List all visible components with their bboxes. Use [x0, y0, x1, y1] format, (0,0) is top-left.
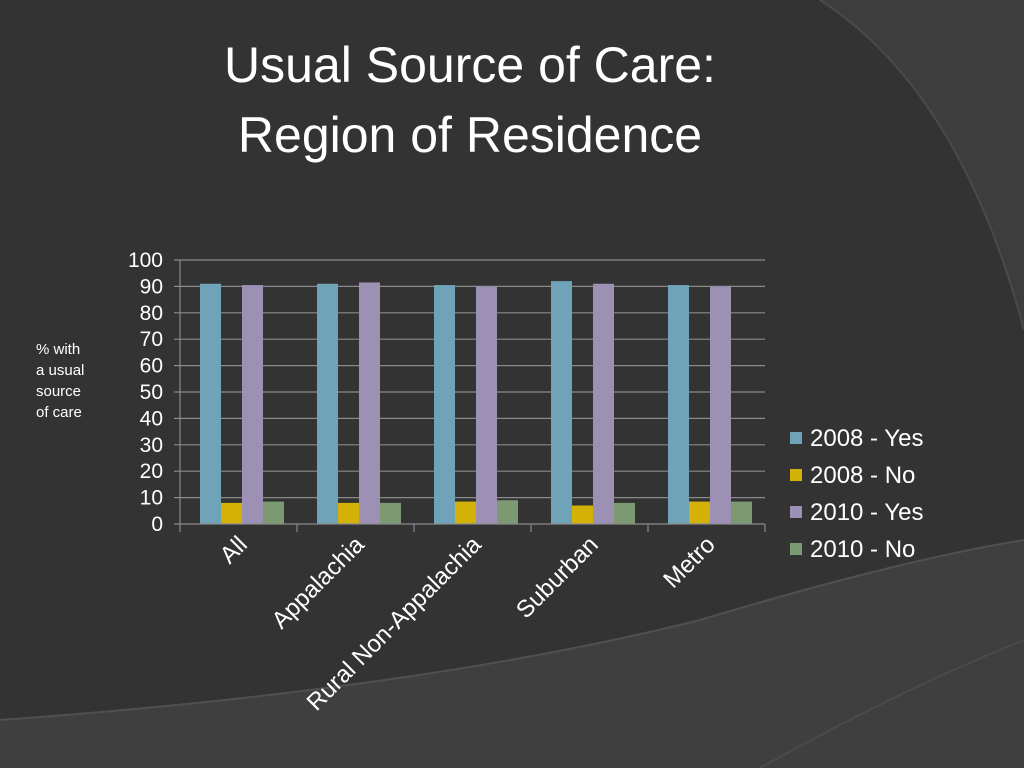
- y-tick-label: 60: [140, 355, 163, 378]
- bar-2008-yes: [551, 281, 572, 524]
- bar-2008-yes: [668, 285, 689, 524]
- y-tick-label: 100: [128, 249, 163, 272]
- bar-2008-yes: [317, 283, 338, 524]
- chart-legend: 2008 - Yes 2008 - No 2010 - Yes 2010 - No: [790, 420, 990, 568]
- bar-2010-yes: [476, 286, 497, 524]
- bar-2008-no: [455, 501, 476, 524]
- x-tick-label: All: [215, 531, 253, 569]
- x-tick-label: Suburban: [511, 531, 604, 624]
- y-tick-label: 80: [140, 302, 163, 325]
- bar-2008-no: [689, 501, 710, 524]
- legend-item: 2008 - No: [790, 457, 990, 494]
- title-line-2: Region of Residence: [237, 107, 703, 163]
- bar-2010-no: [263, 501, 284, 524]
- bar-2010-no: [614, 502, 635, 524]
- y-tick-label: 40: [140, 407, 163, 430]
- y-tick-label: 90: [140, 275, 163, 298]
- legend-swatch: [790, 506, 802, 518]
- y-axis-label: % with a usual source of care: [36, 341, 85, 421]
- bar-2008-yes: [434, 285, 455, 524]
- title-line-1: Usual Source of Care:: [224, 37, 716, 93]
- legend-swatch: [790, 543, 802, 555]
- legend-swatch: [790, 432, 802, 444]
- bar-2010-yes: [593, 283, 614, 524]
- legend-label: 2008 - Yes: [810, 425, 924, 452]
- legend-item: 2010 - Yes: [790, 494, 990, 531]
- legend-item: 2010 - No: [790, 531, 990, 568]
- bar-2010-no: [497, 500, 518, 524]
- legend-swatch: [790, 469, 802, 481]
- legend-item: 2008 - Yes: [790, 420, 990, 457]
- bar-2010-yes: [359, 282, 380, 524]
- bar-2010-no: [380, 502, 401, 524]
- bar-2010-yes: [242, 285, 263, 524]
- x-tick-label: Appalachia: [267, 531, 371, 635]
- x-tick-label: Metro: [658, 531, 720, 593]
- y-tick-label: 30: [140, 434, 163, 457]
- y-tick-label: 10: [140, 487, 163, 510]
- legend-label: 2010 - Yes: [810, 499, 924, 526]
- bar-2008-yes: [200, 283, 221, 524]
- y-tick-label: 70: [140, 328, 163, 351]
- bar-2008-no: [338, 502, 359, 524]
- bar-2010-no: [731, 501, 752, 524]
- bar-2010-yes: [710, 286, 731, 524]
- y-tick-label: 20: [140, 460, 163, 483]
- y-tick-label: 50: [140, 381, 163, 404]
- y-tick-label: 0: [151, 513, 163, 536]
- bar-2008-no: [221, 502, 242, 524]
- legend-label: 2010 - No: [810, 536, 916, 563]
- slide-title: Usual Source of Care: Region of Residenc…: [120, 30, 820, 170]
- legend-label: 2008 - No: [810, 462, 916, 489]
- bar-2008-no: [572, 505, 593, 524]
